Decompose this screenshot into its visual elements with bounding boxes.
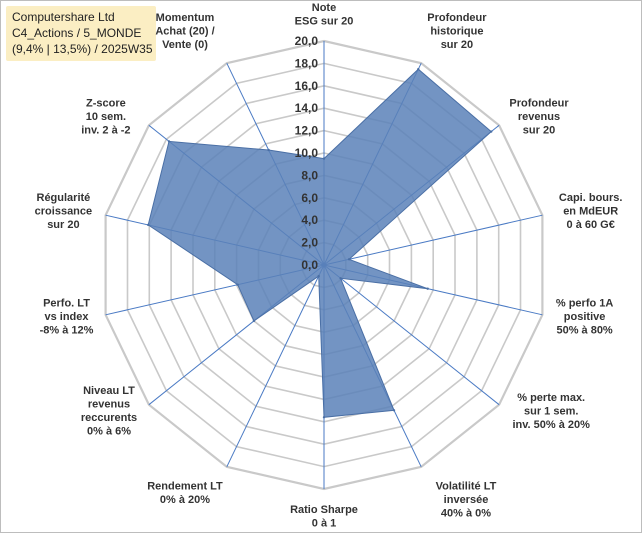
data-point [147,223,150,227]
axis-label-line: reccurents [81,412,137,424]
axis-label-line: 0% à 6% [87,426,131,438]
axis-label: Perfo. LT vs index -8% à 12% [40,297,94,336]
axis-label-line: Régularité [37,192,91,204]
axis-label-line: revenus [518,111,560,123]
data-point [417,68,420,71]
axis-label-line: Capi. bours. [559,192,623,204]
axis-label-line: 50% à 80% [556,324,612,336]
axis-label-line: 0 à 60 G€ [567,219,615,231]
axis-label-line: -8% à 12% [40,324,94,336]
axis-label-line: en MdEUR [563,206,618,218]
axis-label-line: Z-score [86,98,126,110]
tick-label: 6,0 [301,191,318,205]
axis-label-line: historique [430,25,483,37]
axis-label-line: croissance [35,206,92,218]
axis-label-line: Niveau LT [83,385,135,397]
axis-label-line: Note [312,2,336,14]
tick-label: 20,0 [295,34,319,48]
axis-label-line: Perfo. LT [43,297,90,309]
axis-label-line: sur 20 [47,219,79,231]
axis-label-line: Profondeur [509,98,569,110]
data-point [236,283,239,286]
axis-label-line: sur 20 [523,125,555,137]
data-point [339,277,342,280]
axis-label-line: ESG sur 20 [295,16,354,28]
tick-label: 10,0 [295,146,319,160]
axis-spoke [226,264,325,468]
axis-label-line: 40% à 0% [441,508,491,520]
tick-label: 14,0 [295,101,319,115]
tick-label: 0,0 [301,258,318,272]
title-period: (9,4% | 13,5%) / 2025W35 [12,42,153,56]
axis-label-line: Vente (0) [162,39,208,51]
data-point [490,130,493,133]
axis-label-line: Rendement LT [147,481,223,493]
data-point [167,140,171,143]
axis-label-line: Achat (20) / [155,25,214,37]
axis-label-line: positive [564,311,606,323]
axis-label-line: Ratio Sharpe [290,504,358,516]
axis-spoke [323,214,543,266]
axis-label-line: inversée [444,494,489,506]
axis-label: Momentum Achat (20) / Vente (0) [155,12,214,51]
axis-label-line: % perte max. [517,392,585,404]
title-company: Computershare Ltd [12,10,115,24]
axis-label-line: Profondeur [427,12,487,24]
axis-label-line: sur 20 [441,39,473,51]
data-point [317,274,320,278]
tick-label: 2,0 [301,236,318,250]
axis-label-line: 0 à 1 [312,518,336,530]
data-point [322,157,326,160]
tick-label: 16,0 [295,79,319,93]
data-series-area [147,68,492,418]
axis-label: Régularité croissance sur 20 [35,192,92,231]
axis-label: % perte max. sur 1 sem. inv. 50% à 20% [512,392,590,431]
axis-label: Profondeur revenus sur 20 [509,98,569,137]
axis-label: Z-score 10 sem. inv. 2 à -2 [81,98,130,137]
data-point [267,148,270,152]
axis-label: Volatilité LT inversée 40% à 0% [436,481,497,520]
data-point [322,416,326,419]
data-point [252,319,256,323]
axis-label: % perfo 1A positive 50% à 80% [556,297,614,336]
title-category: C4_Actions / 5_MONDE [12,26,142,40]
axis-label-line: 10 sem. [86,111,126,123]
axis-label: Rendement LT 0% à 20% [147,481,223,507]
axis-label: Note ESG sur 20 [295,2,354,28]
axis-spoke [323,264,500,406]
axis-label-line: inv. 50% à 20% [512,419,590,431]
axis-label-line: revenus [88,399,130,411]
axis-label-line: Momentum [156,12,215,24]
axis-label: Profondeur historique sur 20 [427,12,487,51]
axis-label: Capi. bours. en MdEUR 0 à 60 G€ [559,192,623,231]
tick-label: 8,0 [301,168,318,182]
axis-label-line: sur 1 sem. [524,405,578,417]
tick-label: 4,0 [301,213,318,227]
axis-label-line: 0% à 20% [160,494,210,506]
chart-title-box: Computershare Ltd C4_Actions / 5_MONDE (… [6,6,156,61]
axis-label-line: vs index [44,311,89,323]
axis-label: Niveau LT revenus reccurents 0% à 6% [81,385,137,438]
axis-label-line: Volatilité LT [436,481,497,493]
data-point [347,258,351,261]
tick-label: 12,0 [295,124,319,138]
axis-label-line: inv. 2 à -2 [81,125,130,137]
axis-label: Ratio Sharpe 0 à 1 [290,504,358,530]
axis-label-line: % perfo 1A [556,297,614,309]
tick-label: 18,0 [295,56,319,70]
data-point [426,287,429,290]
data-point [392,409,396,412]
